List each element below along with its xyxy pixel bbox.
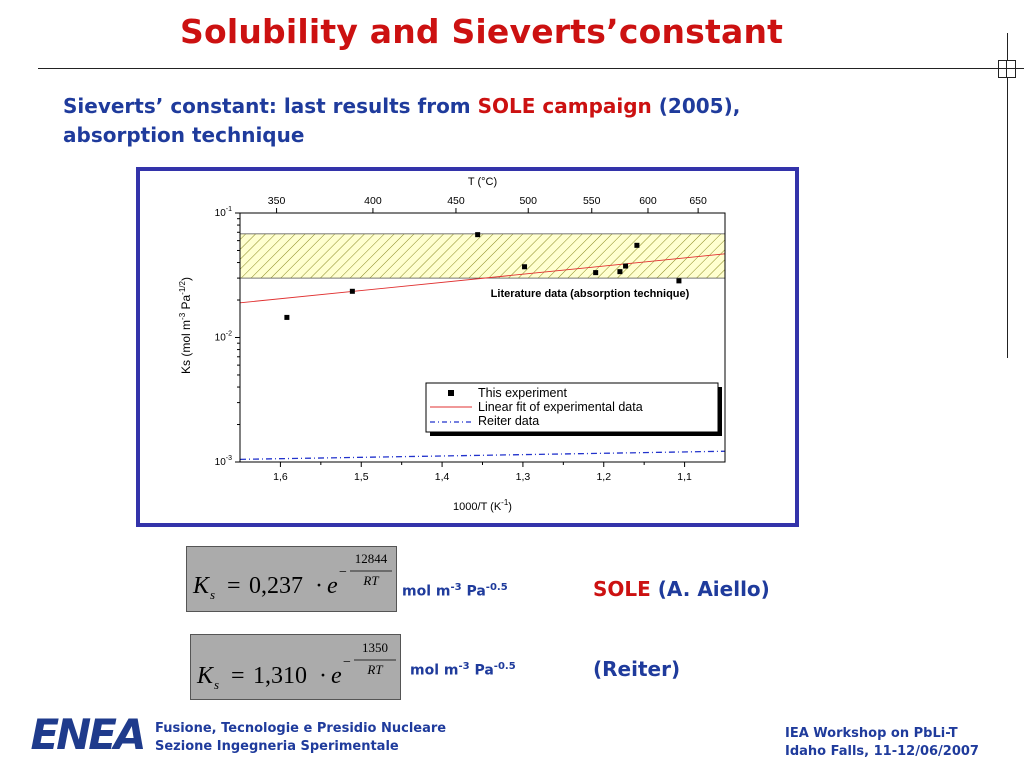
x-tick-label-0: 1,6	[273, 471, 288, 483]
formula-1-source: SOLE (A. Aiello)	[593, 577, 770, 601]
slide-subtitle: Sieverts’ constant: last results from SO…	[63, 92, 740, 150]
y-tick-label-2: 10-3	[215, 455, 232, 468]
x-axis-label-main: 1000/T (K	[453, 501, 502, 513]
formula-2-num: 1350	[362, 640, 388, 655]
top-tick-label-5: 600	[639, 195, 657, 207]
x-tick-label-4: 1,2	[596, 471, 611, 483]
top-tick-label-0: 350	[268, 195, 286, 207]
top-tick-label-2: 450	[447, 195, 465, 207]
top-tick-label-1: 400	[364, 195, 382, 207]
source-2-rest: (Reiter)	[593, 657, 681, 681]
formula-1-sub: s	[210, 587, 215, 602]
legend-label-fit: Linear fit of experimental data	[478, 400, 643, 414]
formula-2-eq: =	[231, 663, 245, 689]
formula-2-minus: −	[343, 655, 351, 670]
formula-2-dot: ·	[319, 663, 327, 689]
footer-left: Fusione, Tecnologie e Presidio Nucleare …	[155, 720, 446, 756]
footer-left-line1: Fusione, Tecnologie e Presidio Nucleare	[155, 721, 447, 736]
data-point-4	[593, 270, 599, 276]
formula-2-source: (Reiter)	[593, 657, 680, 681]
literature-band	[239, 233, 726, 279]
y-axis-label: Ks (mol m-3 Pa-1/2)	[178, 277, 193, 374]
x-tick-label-5: 1,1	[677, 471, 692, 483]
subtitle-line2: absorption technique	[63, 123, 305, 147]
x-axis-label-sup: -1	[501, 498, 509, 507]
formula-1-num: 12844	[355, 551, 388, 566]
top-tick-label-3: 500	[519, 195, 537, 207]
source-1-rest: (A. Aiello)	[650, 577, 770, 601]
data-point-1	[349, 288, 355, 294]
footer-right-line1: IEA Workshop on PbLi-T	[785, 726, 958, 741]
data-point-2	[475, 232, 481, 238]
band-label: Literature data (absorption technique)	[491, 288, 690, 300]
y-axis-label-main: Ks (mol m	[179, 320, 193, 374]
data-point-7	[634, 242, 640, 248]
legend-label-experiment: This experiment	[478, 386, 567, 400]
formula-1-k: K	[192, 573, 211, 599]
footer-right: IEA Workshop on PbLi-T Idaho Falls, 11-1…	[785, 725, 979, 761]
x-axis-label-end: )	[508, 501, 512, 513]
subtitle-highlight: SOLE campaign	[477, 94, 652, 118]
y-axis-label-sup2: -1/2	[178, 280, 187, 294]
formula-reiter: K s = 1,310 · e − 1350 RT	[190, 634, 401, 700]
top-tick-label-6: 650	[689, 195, 707, 207]
y-tick-label-0: 10-1	[215, 206, 232, 219]
legend-marker-experiment	[448, 390, 454, 396]
data-point-6	[623, 263, 629, 269]
y-axis-label-end: )	[179, 277, 193, 281]
formula-2-e: e	[331, 663, 342, 689]
slide-title: Solubility and Sieverts’constant	[180, 12, 784, 51]
formula-sole: K s = 0,237 · e − 12844 RT	[186, 546, 397, 612]
formula-2-k: K	[196, 663, 215, 689]
enea-logo-text: ENEA	[30, 710, 144, 754]
data-point-5	[617, 269, 623, 275]
top-tick-label-4: 550	[583, 195, 601, 207]
formula-1-dot: ·	[315, 573, 323, 599]
chart-frame: 1,6 1,5 1,4 1,3 1,2 1,1 350 400 450 500 550 600 650 1…	[136, 167, 799, 527]
formula-1-e: e	[327, 573, 338, 599]
x-tick-label-2: 1,4	[435, 471, 450, 483]
subtitle-part2: (2005),	[651, 94, 741, 118]
footer-right-line2: Idaho Falls, 11-12/06/2007	[785, 744, 979, 759]
sieverts-chart: 1,6 1,5 1,4 1,3 1,2 1,1 350 400 450 500 550 600 650 1…	[178, 176, 726, 513]
unit-1-prefix: mol m	[402, 583, 451, 600]
reiter-line	[239, 450, 726, 461]
chart-legend: This experiment Linear fit of experiment…	[425, 382, 722, 436]
y-axis-label-sup1: -3	[178, 312, 187, 320]
unit-2-mid: Pa	[469, 662, 494, 679]
unit-2-prefix: mol m	[410, 662, 459, 679]
unit-1-exp1: -3	[450, 582, 462, 593]
formula-1-minus: −	[339, 565, 347, 580]
unit-2-exp2: -0.5	[493, 661, 516, 672]
formula-1-unit: mol m-3 Pa-0.5	[402, 582, 508, 600]
y-axis-label-mid: Pa	[179, 295, 193, 313]
formula-1-coef: 0,237	[249, 573, 303, 599]
x-tick-label-3: 1,3	[516, 471, 531, 483]
subtitle-part1: Sieverts’ constant: last results from	[63, 94, 478, 118]
source-1-highlight: SOLE	[593, 577, 651, 601]
fit-line	[239, 253, 726, 304]
unit-1-mid: Pa	[461, 583, 486, 600]
formula-2-coef: 1,310	[253, 663, 307, 689]
formula-2-den: RT	[366, 662, 383, 677]
y-tick-label-1: 10-2	[215, 331, 232, 344]
unit-2-exp1: -3	[458, 661, 470, 672]
x-axis-label: 1000/T (K-1)	[453, 498, 512, 513]
data-point-8	[676, 278, 682, 284]
formula-1-eq: =	[227, 573, 241, 599]
x-tick-label-1: 1,5	[354, 471, 369, 483]
enea-logo: ENEA	[26, 710, 148, 754]
legend-label-reiter: Reiter data	[478, 414, 539, 428]
data-point-3	[522, 264, 528, 270]
data-point-0	[284, 314, 290, 320]
right-divider	[1007, 33, 1008, 358]
footer-left-line2: Sezione Ingegneria Sperimentale	[155, 739, 399, 754]
header-divider	[38, 68, 1024, 69]
formula-2-unit: mol m-3 Pa-0.5	[410, 661, 516, 679]
unit-1-exp2: -0.5	[485, 582, 508, 593]
formula-1-den: RT	[362, 573, 379, 588]
formula-2-sub: s	[214, 677, 219, 692]
top-x-axis-label: T (°C)	[468, 176, 497, 188]
corner-cross-icon	[998, 60, 1016, 78]
